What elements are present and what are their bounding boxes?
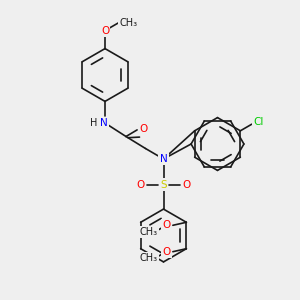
Text: O: O: [140, 124, 148, 134]
Text: CH₃: CH₃: [119, 18, 137, 28]
Text: O: O: [136, 179, 145, 190]
Text: O: O: [182, 179, 191, 190]
Text: S: S: [160, 179, 167, 190]
Text: O: O: [162, 247, 170, 257]
Text: N: N: [100, 118, 107, 128]
Text: CH₃: CH₃: [139, 227, 157, 237]
Text: Cl: Cl: [253, 117, 264, 128]
Text: O: O: [101, 26, 109, 36]
Text: O: O: [162, 220, 170, 230]
Text: CH₃: CH₃: [139, 253, 157, 263]
Text: N: N: [160, 154, 167, 164]
Text: H: H: [90, 118, 98, 128]
